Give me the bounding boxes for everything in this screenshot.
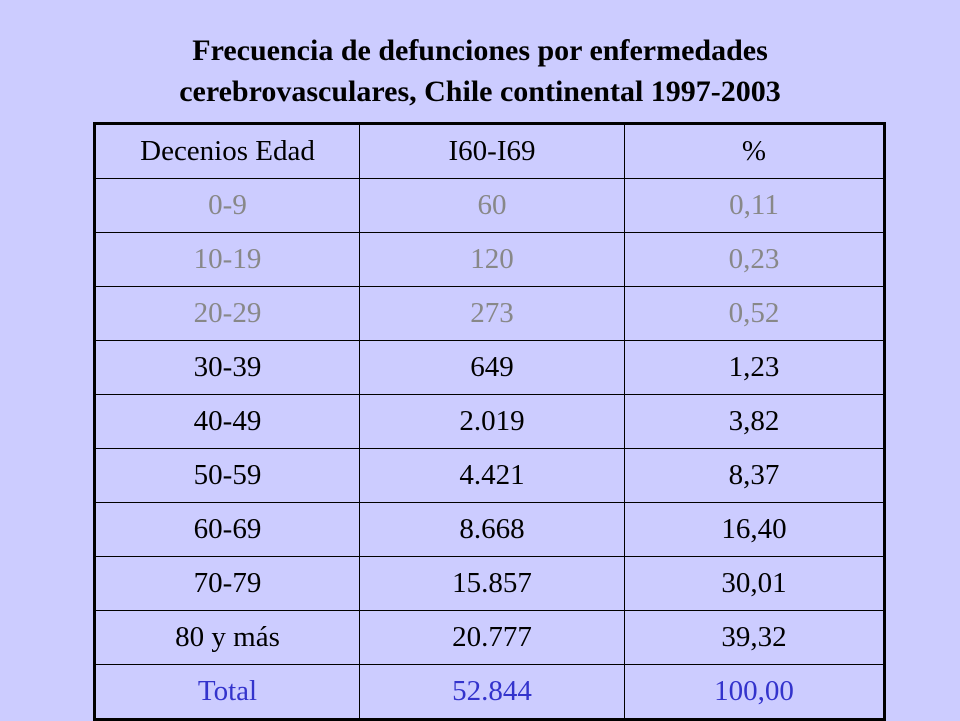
- total-label: Total: [94, 664, 360, 720]
- count-cell: 8.668: [359, 502, 625, 557]
- table-row: 50-59 4.421 8,37: [94, 448, 885, 503]
- table-row: 70-79 15.857 30,01: [94, 556, 885, 611]
- age-cell: 70-79: [94, 556, 360, 611]
- table-row: 10-19 120 0,23: [94, 232, 885, 287]
- header-age-decade: Decenios Edad: [94, 123, 360, 179]
- percent-cell: 30,01: [624, 556, 885, 611]
- age-cell: 50-59: [94, 448, 360, 503]
- percent-cell: 0,23: [624, 232, 885, 287]
- count-cell: 60: [359, 178, 625, 233]
- table-row: 0-9 60 0,11: [94, 178, 885, 233]
- table-row: 20-29 273 0,52: [94, 286, 885, 341]
- page-title: Frecuencia de defunciones por enfermedad…: [0, 30, 960, 112]
- age-cell: 80 y más: [94, 610, 360, 665]
- age-cell: 30-39: [94, 340, 360, 395]
- title-line-2: cerebrovasculares, Chile continental 199…: [179, 75, 781, 108]
- age-cell: 40-49: [94, 394, 360, 449]
- percent-cell: 39,32: [624, 610, 885, 665]
- age-cell: 20-29: [94, 286, 360, 341]
- count-cell: 649: [359, 340, 625, 395]
- title-line-1: Frecuencia de defunciones por enfermedad…: [192, 34, 768, 67]
- percent-cell: 3,82: [624, 394, 885, 449]
- percent-cell: 16,40: [624, 502, 885, 557]
- table-row: 40-49 2.019 3,82: [94, 394, 885, 449]
- table-row: 30-39 649 1,23: [94, 340, 885, 395]
- count-cell: 15.857: [359, 556, 625, 611]
- total-row: Total 52.844 100,00: [94, 664, 885, 720]
- age-cell: 10-19: [94, 232, 360, 287]
- table-header-row: Decenios Edad I60-I69 %: [94, 123, 885, 179]
- count-cell: 4.421: [359, 448, 625, 503]
- percent-cell: 0,11: [624, 178, 885, 233]
- age-cell: 60-69: [94, 502, 360, 557]
- count-cell: 273: [359, 286, 625, 341]
- percent-cell: 0,52: [624, 286, 885, 341]
- total-percent: 100,00: [624, 664, 885, 720]
- percent-cell: 1,23: [624, 340, 885, 395]
- table-row: 80 y más 20.777 39,32: [94, 610, 885, 665]
- count-cell: 2.019: [359, 394, 625, 449]
- count-cell: 120: [359, 232, 625, 287]
- header-percent: %: [624, 123, 885, 179]
- table-row: 60-69 8.668 16,40: [94, 502, 885, 557]
- header-count: I60-I69: [359, 123, 625, 179]
- total-count: 52.844: [359, 664, 625, 720]
- count-cell: 20.777: [359, 610, 625, 665]
- age-cell: 0-9: [94, 178, 360, 233]
- percent-cell: 8,37: [624, 448, 885, 503]
- mortality-table: Decenios Edad I60-I69 % 0-9 60 0,11 10-1…: [93, 122, 886, 721]
